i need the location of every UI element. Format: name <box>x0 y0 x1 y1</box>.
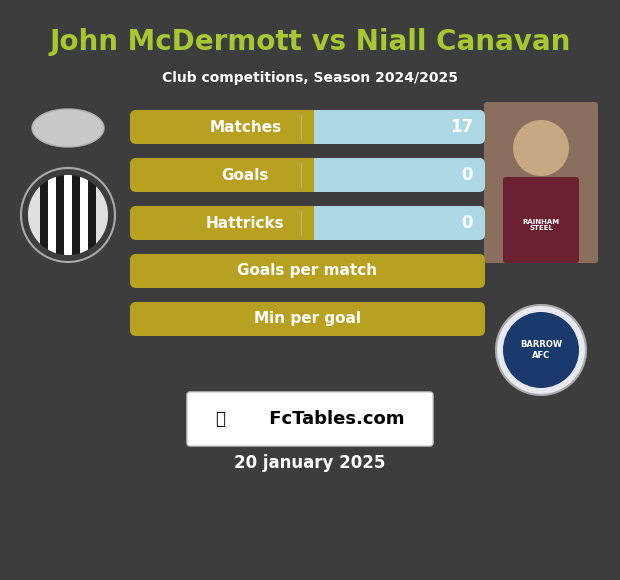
Bar <box>88 170 96 260</box>
Circle shape <box>503 312 579 388</box>
FancyBboxPatch shape <box>130 206 308 240</box>
Text: BARROW
AFC: BARROW AFC <box>520 340 562 360</box>
FancyBboxPatch shape <box>301 206 485 240</box>
Circle shape <box>496 305 586 395</box>
Circle shape <box>21 168 115 262</box>
Text: 17: 17 <box>450 118 473 136</box>
Text: 20 january 2025: 20 january 2025 <box>234 454 386 472</box>
Text: Goals: Goals <box>222 168 269 183</box>
FancyBboxPatch shape <box>187 392 433 446</box>
Bar <box>301 110 314 144</box>
Bar <box>48 170 56 260</box>
Text: 0: 0 <box>461 166 473 184</box>
Bar <box>301 206 314 240</box>
Text: John McDermott vs Niall Canavan: John McDermott vs Niall Canavan <box>50 28 570 56</box>
FancyBboxPatch shape <box>130 110 308 144</box>
Text: Goals per match: Goals per match <box>237 263 378 278</box>
FancyBboxPatch shape <box>130 254 485 288</box>
Text: RAINHAM
STEEL: RAINHAM STEEL <box>523 219 560 231</box>
Circle shape <box>513 120 569 176</box>
Ellipse shape <box>32 109 104 147</box>
FancyBboxPatch shape <box>130 302 485 336</box>
Bar <box>40 170 48 260</box>
Bar <box>72 170 80 260</box>
Text: Min per goal: Min per goal <box>254 311 361 327</box>
Bar <box>301 158 314 192</box>
Bar <box>56 170 64 260</box>
Text: Hattricks: Hattricks <box>206 216 285 230</box>
Text: 📊: 📊 <box>215 410 225 428</box>
Text: FcTables.com: FcTables.com <box>264 410 405 428</box>
FancyBboxPatch shape <box>130 158 308 192</box>
Text: 0: 0 <box>461 214 473 232</box>
Text: Matches: Matches <box>210 119 281 135</box>
Bar <box>80 170 88 260</box>
FancyBboxPatch shape <box>301 110 485 144</box>
FancyBboxPatch shape <box>484 102 598 263</box>
FancyBboxPatch shape <box>503 177 579 263</box>
Bar <box>64 170 72 260</box>
Text: Club competitions, Season 2024/2025: Club competitions, Season 2024/2025 <box>162 71 458 85</box>
FancyBboxPatch shape <box>301 158 485 192</box>
